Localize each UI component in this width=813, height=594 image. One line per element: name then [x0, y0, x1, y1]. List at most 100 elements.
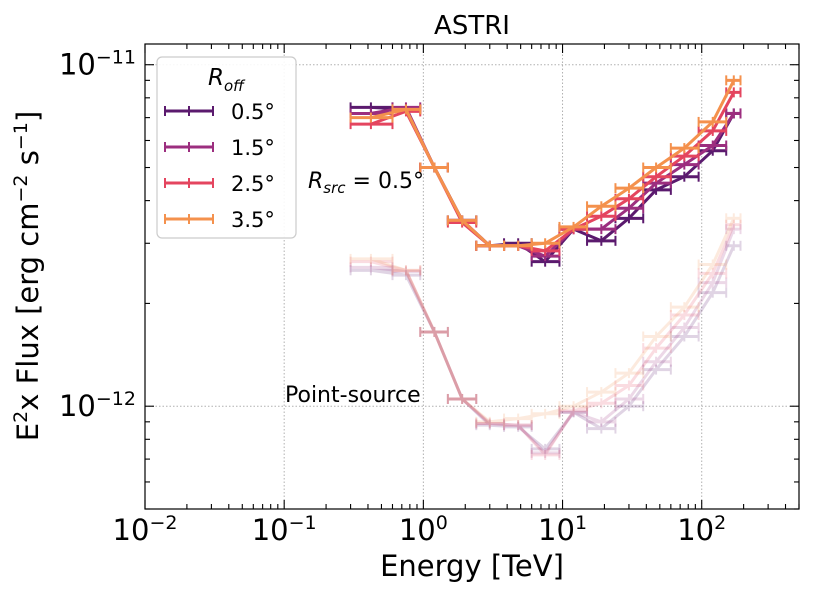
legend-title-symbol: R	[208, 65, 224, 91]
legend-label: 2.5°	[231, 172, 275, 196]
data-point	[642, 364, 672, 375]
data-point	[530, 238, 561, 249]
data-point	[642, 343, 672, 354]
data-point	[349, 253, 394, 264]
x-tick-label: 10−1	[252, 512, 317, 547]
data-point	[530, 447, 561, 458]
data-point	[669, 302, 700, 313]
series-line	[370, 224, 736, 457]
data-point	[349, 262, 394, 273]
series-line	[370, 228, 736, 455]
data-point	[419, 162, 449, 173]
data-point	[530, 408, 561, 419]
data-point	[349, 265, 394, 276]
data-point	[586, 201, 617, 212]
data-point	[391, 270, 422, 281]
y-tick-label: 10−12	[59, 388, 136, 423]
data-point	[614, 401, 645, 412]
data-point	[503, 420, 533, 431]
data-point	[614, 368, 645, 379]
data-point	[586, 398, 617, 409]
data-point	[642, 356, 672, 367]
data-point	[669, 322, 700, 333]
data-point	[558, 401, 589, 412]
data-point	[419, 326, 449, 337]
tick-labels: 10−2 10−1 100 101 102 10−12 10−11	[59, 47, 726, 547]
data-point	[586, 211, 617, 222]
data-point	[725, 108, 742, 119]
data-point	[419, 326, 449, 337]
x-axis-label: Energy [TeV]	[380, 549, 564, 583]
series-extended	[349, 75, 742, 251]
data-point	[697, 268, 728, 279]
data-point	[614, 183, 645, 194]
data-point	[669, 309, 700, 320]
data-point	[503, 421, 533, 432]
data-point	[446, 393, 478, 404]
x-tick-label: 101	[538, 512, 587, 547]
data-point	[697, 287, 728, 298]
data-point	[697, 116, 728, 127]
legend-label: 1.5°	[231, 136, 275, 160]
legend-title: Roff	[208, 65, 246, 95]
legend-entry: 0.5°	[164, 100, 275, 124]
x-tick-label: 102	[677, 512, 726, 547]
data-point	[349, 256, 394, 267]
data-point	[419, 326, 449, 337]
data-point	[725, 224, 742, 235]
data-point	[391, 266, 422, 277]
series-point-source	[349, 219, 742, 460]
data-point	[530, 449, 561, 460]
legend-entry: 2.5°	[164, 172, 275, 196]
data-point	[697, 259, 728, 270]
rsrc-annotation: Rsrc = 0.5°	[308, 169, 424, 197]
legend-label: 0.5°	[231, 100, 275, 124]
rsrc-symbol: R	[308, 169, 323, 194]
point-source-annotation: Point-source	[285, 383, 421, 408]
data-point	[642, 331, 672, 342]
data-point	[558, 407, 589, 418]
rsrc-value: = 0.5°	[346, 169, 424, 194]
y-axis-label: E2x Flux [erg cm−2 s−1]	[10, 111, 45, 441]
data-point	[475, 420, 506, 431]
data-point	[503, 413, 533, 424]
data-point	[558, 221, 589, 232]
data-point	[669, 143, 700, 154]
data-point	[391, 265, 422, 276]
data-point	[475, 418, 506, 429]
data-point	[586, 416, 617, 427]
data-point	[419, 326, 449, 337]
data-point	[586, 423, 617, 434]
legend-label: 3.5°	[231, 208, 275, 232]
data-point	[586, 235, 617, 246]
data-point	[349, 112, 394, 123]
data-point	[558, 407, 589, 418]
series-line	[370, 245, 736, 451]
data-point	[475, 418, 506, 429]
legend-title-subscript: off	[224, 77, 246, 95]
data-point	[725, 219, 742, 230]
data-point	[642, 162, 672, 173]
data-point	[697, 277, 728, 288]
data-point	[586, 387, 617, 398]
x-tick-label: 100	[399, 512, 448, 547]
series-line	[370, 79, 736, 248]
legend-entry: 3.5°	[164, 208, 275, 232]
data-point	[503, 420, 533, 431]
data-point	[391, 104, 422, 115]
legend-entry: 1.5°	[164, 136, 275, 160]
data-point	[446, 393, 478, 404]
data-point	[446, 215, 478, 226]
data-point	[725, 240, 742, 251]
y-tick-label: 10−11	[59, 47, 136, 82]
data-point	[446, 393, 478, 404]
data-point	[669, 331, 700, 342]
plot-frame	[144, 43, 800, 510]
data-point	[446, 393, 478, 404]
data-point	[725, 75, 742, 86]
data-point	[475, 416, 506, 427]
data-point	[614, 380, 645, 391]
x-tick-label: 10−2	[113, 512, 178, 547]
chart-title: ASTRI	[434, 11, 510, 41]
